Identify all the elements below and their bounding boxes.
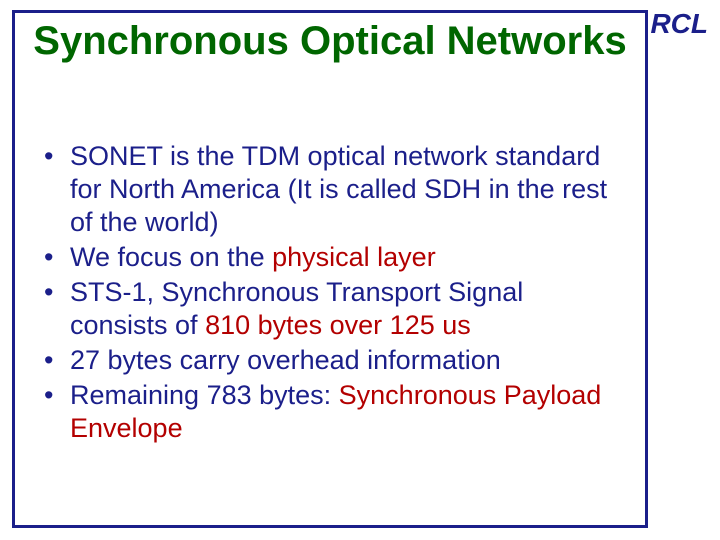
logo-text: RCL (650, 8, 708, 40)
body-text: Remaining 783 bytes: (70, 380, 339, 410)
bullet-item: SONET is the TDM optical network standar… (40, 140, 628, 239)
bullet-item: STS-1, Synchronous Transport Signal cons… (40, 276, 628, 342)
highlight-text: physical layer (272, 242, 436, 272)
bullet-item: Remaining 783 bytes: Synchronous Payload… (40, 379, 628, 445)
bullet-item: We focus on the physical layer (40, 241, 628, 274)
body-text: 27 bytes carry overhead information (70, 345, 501, 375)
highlight-text: 810 bytes over 125 us (205, 310, 471, 340)
slide: RCL Synchronous Optical Networks SONET i… (0, 0, 720, 540)
body-text: SONET is the TDM optical network standar… (70, 141, 607, 237)
body-text: We focus on the (70, 242, 272, 272)
slide-title: Synchronous Optical Networks (12, 18, 648, 64)
bullet-list: SONET is the TDM optical network standar… (40, 140, 628, 444)
slide-body: SONET is the TDM optical network standar… (40, 140, 628, 446)
bullet-item: 27 bytes carry overhead information (40, 344, 628, 377)
